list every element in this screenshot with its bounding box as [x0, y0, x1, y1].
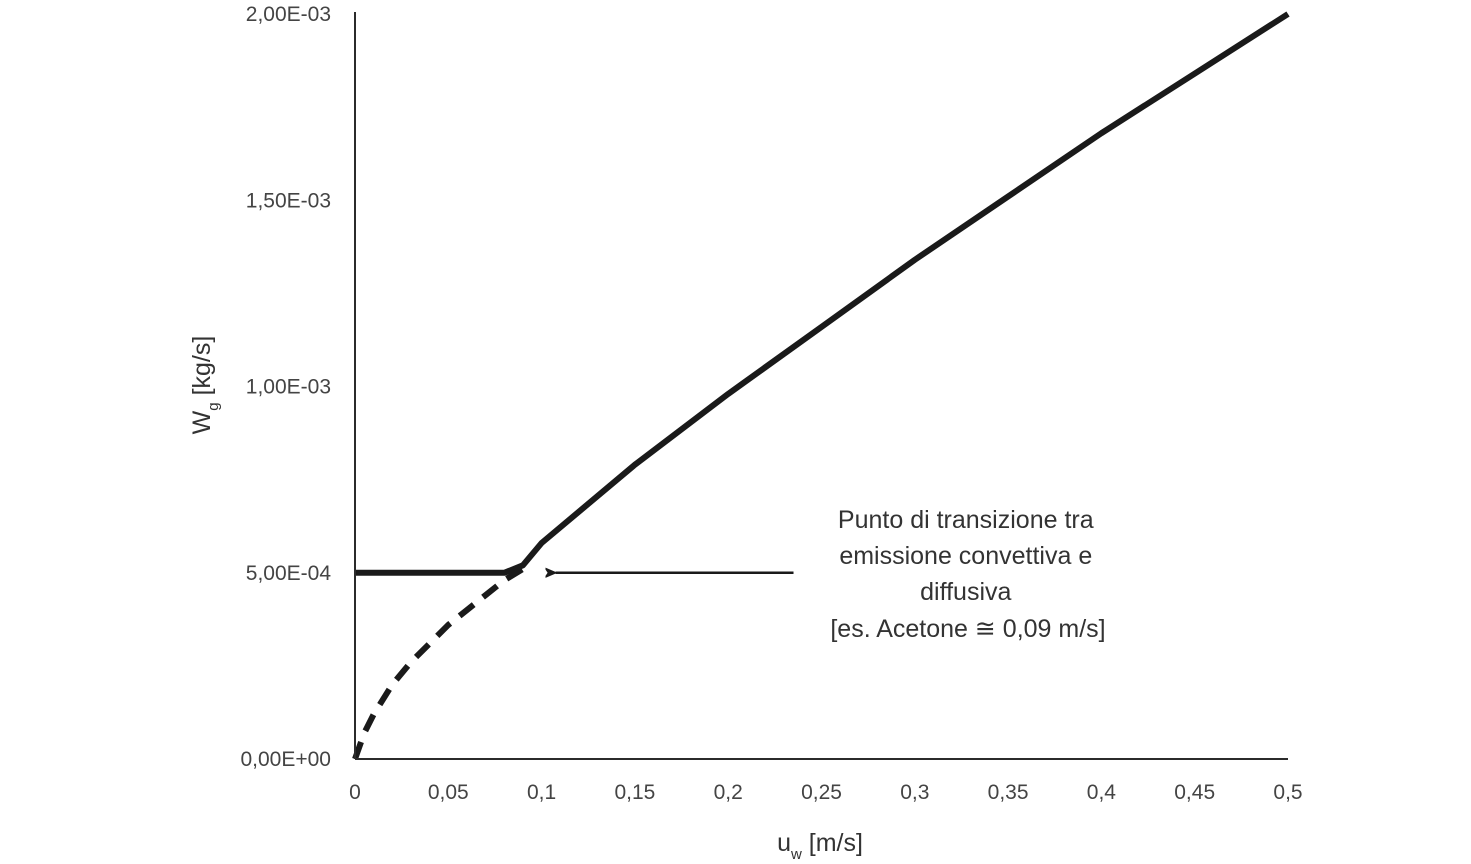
x-axis-title-sub: w — [790, 846, 802, 863]
x-tick-label: 0,15 — [614, 781, 655, 804]
x-tick-label: 0,1 — [527, 781, 556, 804]
x-axis-title-unit: [m/s] — [802, 829, 863, 857]
y-axis-title-unit: [kg/s] — [188, 336, 216, 403]
annotation-line-1: Punto di transizione tra — [838, 506, 1094, 534]
x-tick-label: 0,4 — [1087, 781, 1117, 804]
x-tick-label: 0,2 — [714, 781, 743, 804]
annotation-line-3: diffusiva — [920, 578, 1011, 606]
y-tick-label: 1,00E-03 — [246, 376, 331, 399]
x-axis-title-main: u — [777, 829, 791, 857]
x-tick-label: 0 — [349, 781, 361, 804]
x-tick-label: 0,3 — [900, 781, 929, 804]
y-tick-label: 0,00E+00 — [240, 748, 331, 771]
annotation-text: Punto di transizione tra emissione conve… — [830, 506, 1105, 643]
y-tick-label: 1,50E-03 — [246, 189, 331, 212]
x-axis-title: uw [m/s] — [777, 829, 863, 863]
x-tick-label: 0,35 — [988, 781, 1029, 804]
dashed-series-line — [352, 566, 525, 761]
solid-series-line — [355, 11, 1290, 576]
x-tick-label: 0,05 — [428, 781, 469, 804]
annotation-line-2: emissione convettiva e — [839, 542, 1092, 570]
y-axis-title-sub: g — [205, 402, 222, 410]
x-tick-label: 0,45 — [1174, 781, 1215, 804]
x-tick-label: 0,5 — [1273, 781, 1302, 804]
annotation-line-4: [es. Acetone ≅ 0,09 m/s] — [830, 615, 1105, 643]
y-tick-label: 2,00E-03 — [246, 3, 331, 26]
x-axis-ticks: 0 0,05 0,1 0,15 0,2 0,25 0,3 0,35 0,4 0,45 0,5 — [349, 781, 1302, 804]
y-axis-ticks: 0,00E+00 5,00E-04 1,00E-03 1,50E-03 2,00E-03 — [240, 3, 331, 771]
series-layer — [352, 11, 1290, 761]
x-tick-label: 0,25 — [801, 781, 842, 804]
y-tick-label: 5,00E-04 — [246, 562, 332, 585]
y-axis-title: Wg [kg/s] — [188, 336, 222, 435]
y-axis-title-main: W — [188, 410, 216, 434]
